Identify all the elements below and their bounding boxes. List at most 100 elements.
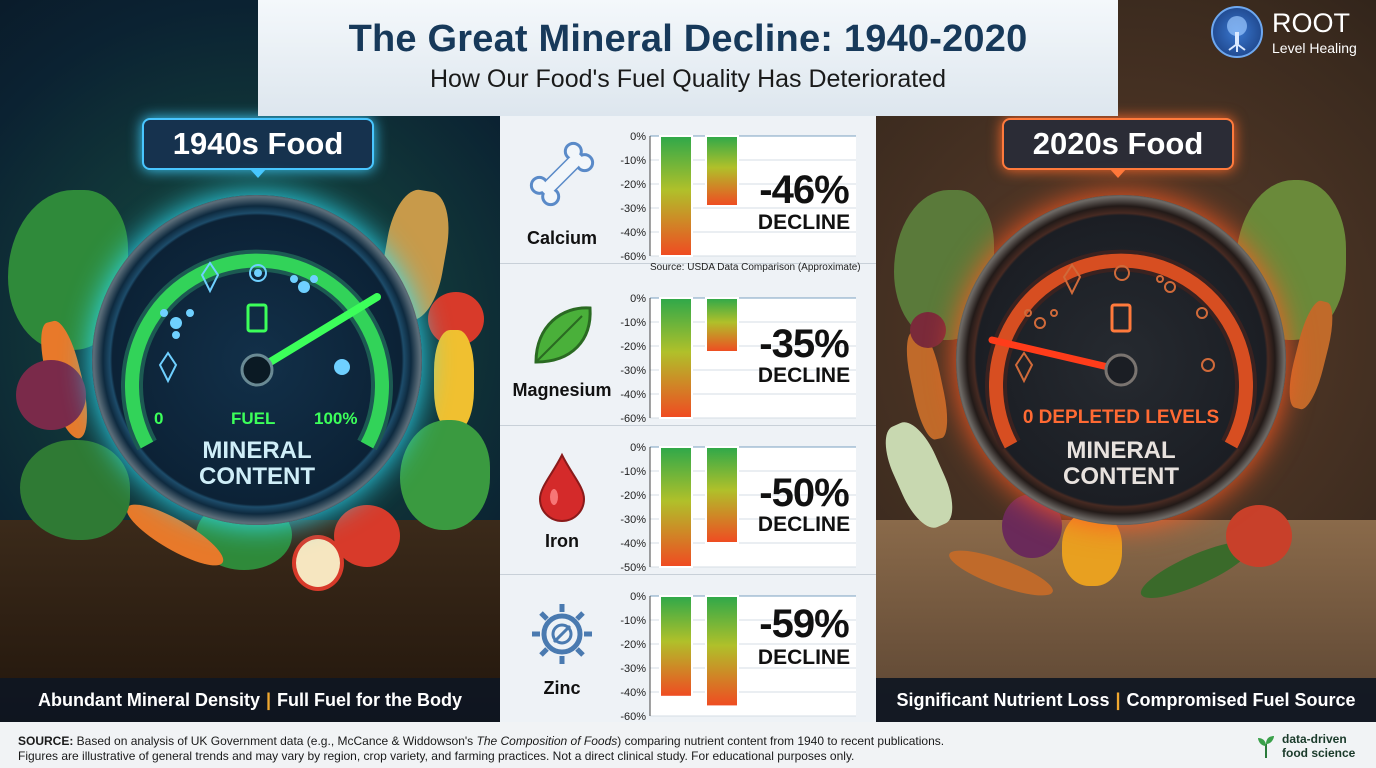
footer-source-book: The Composition of Foods	[476, 734, 618, 748]
gauge-title: MINERAL CONTENT	[92, 438, 422, 490]
mineral-decline-charts: Calcium 0% -10% -20% -30% -40% -60% -46% DECL…	[500, 116, 876, 724]
beet-decoration	[16, 360, 86, 430]
decline-chart-zinc: 0% -10% -20% -30% -40% -60%	[620, 591, 856, 723]
decline-percent: -50%	[759, 471, 849, 515]
y-tick-label: -30%	[620, 365, 646, 377]
footer-brand-line2: food science	[1282, 746, 1356, 760]
footer-source-text-b: ) comparing nutrient content from 1940 t…	[617, 734, 945, 748]
gauge-dial	[121, 249, 393, 451]
caption-right: Full Fuel for the Body	[277, 689, 463, 710]
brand-logo: ROOT Level Healing	[1208, 4, 1376, 60]
footer-brand-line1: data-driven	[1282, 732, 1347, 746]
era-title-1940s: 1940s Food	[142, 118, 374, 178]
blood-drop-icon	[538, 452, 586, 522]
footer-source-line: SOURCE: Based on analysis of UK Governme…	[18, 734, 1358, 749]
caption-left: Significant Nutrient Loss	[896, 689, 1110, 710]
y-tick-label: -60%	[620, 413, 646, 425]
y-tick-label: 0%	[630, 591, 646, 603]
y-tick-label: 0%	[630, 131, 646, 143]
gauge-title-line2: CONTENT	[199, 463, 315, 490]
gauge-fuel-label: FUEL	[231, 409, 276, 428]
gauge-title-line1: MINERAL	[202, 437, 312, 464]
decline-chart-calcium: 0% -10% -20% -30% -40% -60%	[620, 131, 856, 263]
molecule-icons	[1014, 263, 1215, 384]
y-tick-label: 0%	[630, 293, 646, 305]
mineral-name: Iron	[545, 531, 579, 551]
gauge-title: MINERAL CONTENT	[956, 438, 1286, 490]
bar-1940s	[659, 135, 693, 257]
decline-chart-magnesium: 0% -10% -20% -30% -40% -60%	[620, 293, 856, 425]
leaf-icon	[534, 306, 592, 364]
y-tick-label: -20%	[620, 490, 646, 502]
gauge-title-line1: MINERAL	[1066, 437, 1176, 464]
footer-source-label: SOURCE:	[18, 734, 74, 748]
gauge-needle	[988, 336, 1125, 374]
leek-decoration	[876, 415, 963, 535]
y-tick-label: -40%	[620, 227, 646, 239]
fuel-pump-icon	[246, 303, 268, 333]
y-tick-label: -30%	[620, 663, 646, 675]
bar-2020s	[705, 135, 739, 207]
mineral-gauge-depleted: 0 DEPLETED LEVELS MINERAL CONTENT	[956, 195, 1286, 525]
y-tick-label: -60%	[620, 251, 646, 263]
gauge-max-label: 100%	[314, 409, 358, 428]
caption-right: Compromised Fuel Source	[1126, 689, 1356, 710]
y-tick-label: -20%	[620, 179, 646, 191]
mineral-card-calcium: Calcium 0% -10% -20% -30% -40% -60% -46% DECL…	[500, 116, 876, 264]
bone-icon	[529, 141, 595, 207]
apple-slice-decoration	[292, 535, 344, 591]
panel-caption-1940s: Abundant Mineral Density | Full Fuel for…	[0, 678, 500, 722]
y-tick-label: -60%	[620, 711, 646, 723]
page-footer: SOURCE: Based on analysis of UK Governme…	[0, 722, 1376, 768]
decline-percent: -59%	[759, 602, 849, 646]
footer-source-text-a: Based on analysis of UK Government data …	[73, 734, 477, 748]
y-tick-label: 0%	[630, 442, 646, 454]
mineral-card-iron: Iron 0% -10% -20% -30% -40% -50% -50% DECLINE	[500, 427, 876, 575]
gauge-needle	[253, 293, 381, 374]
decline-label: DECLINE	[757, 646, 851, 669]
era-title-2020s: 2020s Food	[1002, 118, 1234, 178]
y-tick-label: -30%	[620, 514, 646, 526]
page-title: The Great Mineral Decline: 1940-2020	[348, 18, 1028, 60]
y-tick-label: -10%	[620, 466, 646, 478]
decline-label: DECLINE	[757, 364, 851, 387]
caption-separator: |	[265, 689, 272, 710]
y-tick-label: -20%	[620, 639, 646, 651]
gear-icon	[532, 604, 592, 664]
caption-left: Abundant Mineral Density	[37, 689, 260, 710]
decline-label: DECLINE	[757, 211, 851, 234]
y-tick-label: -40%	[620, 538, 646, 550]
bar-2020s	[705, 297, 739, 353]
mineral-name: Magnesium	[512, 380, 612, 400]
y-tick-label: -20%	[620, 341, 646, 353]
decline-percent: -46%	[759, 168, 849, 212]
gauge-hub	[240, 353, 274, 387]
sprout-icon	[1258, 736, 1274, 758]
footer-brand-text: data-driven food science	[1282, 732, 1355, 760]
gauge-dial	[985, 249, 1257, 451]
page-header: The Great Mineral Decline: 1940-2020 How…	[258, 0, 1118, 116]
tree-logo-icon	[1211, 6, 1263, 58]
mineral-card-magnesium: Magnesium 0% -10% -20% -30% -40% -60% -35% DE…	[500, 278, 876, 426]
y-tick-label: -50%	[620, 562, 646, 574]
mineral-gauge-full: 0 FUEL 100% MINERAL CONTENT	[92, 195, 422, 525]
kale-decoration	[20, 440, 130, 540]
y-tick-label: -10%	[620, 155, 646, 167]
bar-1940s	[659, 446, 693, 568]
gauge-min-label: 0	[154, 409, 164, 428]
gauge-status-label: 0 DEPLETED LEVELS	[1022, 407, 1220, 428]
radish-decoration	[910, 312, 946, 348]
greens-decoration	[400, 420, 490, 530]
page-subtitle: How Our Food's Fuel Quality Has Deterior…	[429, 65, 947, 93]
fuel-pump-icon	[1110, 303, 1132, 333]
mineral-card-zinc: Zinc 0% -10% -20% -30% -40% -60% -59% DECLINE	[500, 576, 876, 724]
y-tick-label: -10%	[620, 317, 646, 329]
gauge-hub	[1104, 353, 1138, 387]
panel-2020s: 2020s Food 0 DEPLETED LEVELS MINERAL CON…	[876, 0, 1376, 722]
mineral-name: Zinc	[543, 678, 581, 698]
panel-caption-2020s: Significant Nutrient Loss | Compromised …	[876, 678, 1376, 722]
corn-decoration	[434, 330, 474, 430]
bar-2020s	[705, 446, 739, 544]
brand-tagline: Level Healing	[1272, 40, 1357, 56]
y-tick-label: -10%	[620, 615, 646, 627]
